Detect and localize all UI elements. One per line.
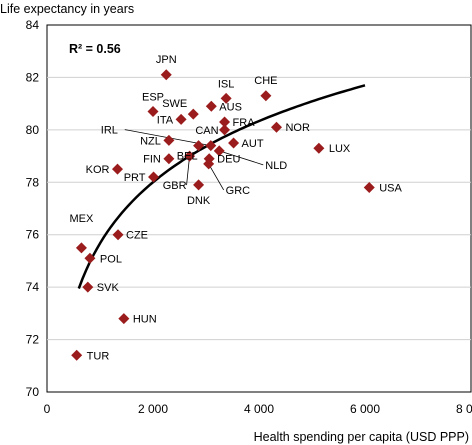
data-point-isl bbox=[220, 92, 232, 104]
point-label-tur: TUR bbox=[87, 350, 110, 362]
data-point-pol bbox=[84, 252, 96, 264]
y-axis-title: Life expectancy in years bbox=[0, 2, 134, 16]
y-tick-label: 78 bbox=[26, 175, 40, 189]
data-point-che bbox=[260, 90, 272, 102]
y-tick-label: 76 bbox=[26, 228, 40, 242]
x-axis-title: Health spending per capita (USD PPP) bbox=[254, 430, 469, 444]
data-point-can bbox=[219, 124, 231, 136]
y-tick-label: 80 bbox=[26, 123, 40, 137]
data-point-dnk bbox=[193, 179, 205, 191]
trend-line bbox=[77, 84, 366, 289]
data-point-grc bbox=[203, 158, 215, 170]
leader-line bbox=[219, 150, 264, 166]
data-point-prt bbox=[148, 171, 160, 183]
r-squared-annotation: R² = 0.56 bbox=[69, 42, 121, 56]
point-label-nld: NLD bbox=[265, 160, 287, 172]
point-label-bel: BEL bbox=[177, 151, 198, 163]
data-point-mex bbox=[75, 242, 87, 254]
leader-line bbox=[208, 163, 224, 191]
point-label-jpn: JPN bbox=[156, 54, 177, 66]
point-label-fra: FRA bbox=[233, 117, 256, 129]
data-point-hun bbox=[118, 313, 130, 325]
point-label-hun: HUN bbox=[133, 314, 157, 326]
data-point-gbr bbox=[184, 150, 196, 162]
data-point-nzl bbox=[163, 134, 175, 146]
point-label-aus: AUS bbox=[219, 101, 242, 113]
point-label-pol: POL bbox=[100, 253, 122, 265]
point-label-irl: IRL bbox=[101, 125, 118, 137]
data-point-lux bbox=[313, 142, 325, 154]
x-tick-label: 8 000 bbox=[456, 402, 472, 416]
y-tick-label: 74 bbox=[26, 280, 40, 294]
point-label-aut: AUT bbox=[242, 138, 264, 150]
point-label-grc: GRC bbox=[226, 185, 251, 197]
data-point-aut bbox=[228, 137, 240, 149]
data-point-jpn bbox=[160, 69, 172, 81]
x-tick-label: 4 000 bbox=[244, 402, 274, 416]
point-label-dnk: DNK bbox=[187, 195, 211, 207]
plot-frame bbox=[46, 24, 472, 393]
data-point-nor bbox=[270, 121, 282, 133]
y-tick-label: 82 bbox=[26, 70, 40, 84]
data-point-irl bbox=[205, 140, 217, 152]
data-point-bel bbox=[193, 140, 205, 152]
point-label-deu: DEU bbox=[217, 154, 240, 166]
point-label-swe: SWE bbox=[162, 98, 187, 110]
data-point-esp bbox=[147, 106, 159, 118]
point-label-prt: PRT bbox=[124, 172, 146, 184]
y-tick-label: 70 bbox=[26, 385, 40, 399]
data-point-svk bbox=[82, 281, 94, 293]
point-label-kor: KOR bbox=[86, 164, 110, 176]
point-label-che: CHE bbox=[254, 75, 277, 87]
data-point-fin bbox=[163, 153, 175, 165]
point-label-nzl: NZL bbox=[140, 135, 161, 147]
data-point-swe bbox=[187, 108, 199, 120]
data-point-ita bbox=[175, 113, 187, 125]
point-label-esp: ESP bbox=[142, 92, 164, 104]
point-label-can: CAN bbox=[195, 125, 218, 137]
x-tick-label: 0 bbox=[44, 402, 51, 416]
point-label-lux: LUX bbox=[329, 143, 351, 155]
y-tick-label: 84 bbox=[26, 18, 40, 32]
data-point-kor bbox=[111, 163, 123, 175]
point-label-isl: ISL bbox=[218, 78, 235, 90]
point-label-gbr: GBR bbox=[163, 180, 187, 192]
data-point-cze bbox=[112, 229, 124, 241]
data-point-tur bbox=[71, 349, 83, 361]
data-point-nld bbox=[213, 145, 225, 157]
y-tick-label: 72 bbox=[26, 333, 40, 347]
point-label-fin: FIN bbox=[143, 154, 161, 166]
point-label-ita: ITA bbox=[157, 114, 174, 126]
point-label-usa: USA bbox=[379, 183, 402, 195]
point-label-cze: CZE bbox=[126, 230, 148, 242]
point-label-mex: MEX bbox=[70, 213, 95, 225]
data-point-fra bbox=[219, 116, 231, 128]
point-label-nor: NOR bbox=[285, 122, 310, 134]
point-label-svk: SVK bbox=[97, 282, 120, 294]
x-tick-label: 6 000 bbox=[350, 402, 380, 416]
data-point-usa bbox=[363, 182, 375, 194]
data-point-aus bbox=[205, 100, 217, 112]
x-tick-label: 2 000 bbox=[138, 402, 168, 416]
